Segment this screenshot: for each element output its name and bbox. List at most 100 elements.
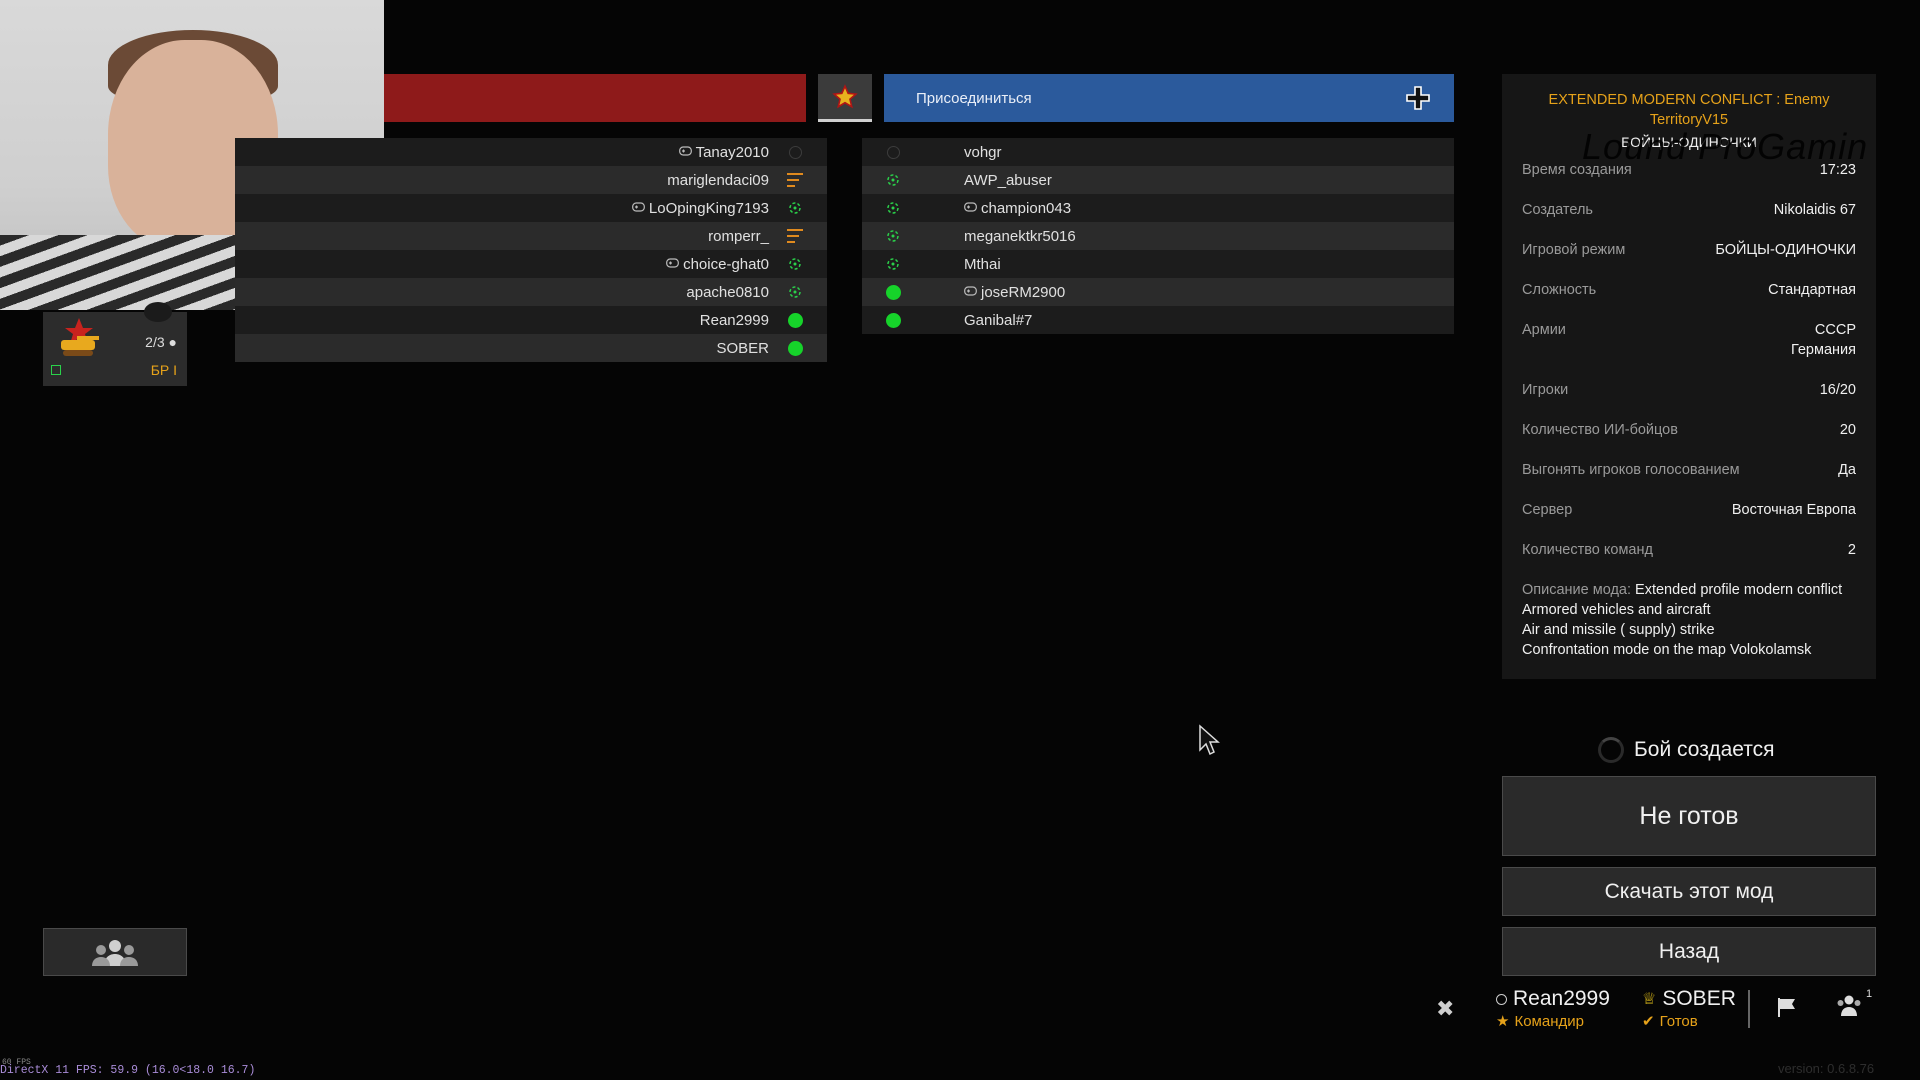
player-row[interactable]: Ganibal#7 xyxy=(862,306,1454,334)
gamepad-badge xyxy=(144,302,172,322)
player-name: Ganibal#7 xyxy=(964,311,1033,329)
info-value: Восточная Европа xyxy=(1731,502,1856,518)
ready-dot-icon xyxy=(787,312,803,328)
crosshair-icon xyxy=(787,284,803,300)
player-rank-card[interactable]: 2/3 ● БР I xyxy=(43,302,187,386)
close-icon[interactable]: ✖ xyxy=(1436,996,1455,1021)
info-key: Количество команд xyxy=(1522,542,1653,558)
player-name: Rean2999 xyxy=(699,311,769,329)
player-name: apache0810 xyxy=(686,283,769,301)
player-name-cell: champion043 xyxy=(964,200,1071,217)
squad-icon xyxy=(92,940,138,966)
crosshair-icon xyxy=(885,228,901,244)
info-value: 20 xyxy=(1839,422,1856,438)
player-name: Mthai xyxy=(964,255,1001,273)
info-row: Количество ИИ-бойцов 20 xyxy=(1522,420,1856,440)
player-row[interactable]: SOBER xyxy=(235,334,827,362)
player-name: choice-ghat0 xyxy=(683,255,769,273)
session-info-panel: EXTENDED MODERN CONFLICT : Enemy Territo… xyxy=(1502,74,1876,679)
player-row[interactable]: mariglendaci09 xyxy=(235,166,827,194)
player-row[interactable]: vohgr xyxy=(862,138,1454,166)
squad-member[interactable]: ♕ SOBER ✔ Готов xyxy=(1642,987,1736,1030)
person-icon: ● xyxy=(168,334,177,350)
player-row[interactable]: joseRM2900 xyxy=(862,278,1454,306)
info-row: Создатель Nikolaidis 67 xyxy=(1522,200,1856,220)
star-button[interactable] xyxy=(818,74,872,122)
player-row[interactable]: AWP_abuser xyxy=(862,166,1454,194)
gamepad-icon xyxy=(666,257,679,271)
player-row[interactable]: Tanay2010 xyxy=(235,138,827,166)
info-key: Сложность xyxy=(1522,282,1597,298)
mod-title: EXTENDED MODERN CONFLICT : Enemy Territo… xyxy=(1548,92,1830,128)
member-role: Командир xyxy=(1514,1012,1584,1030)
player-name-cell: Ganibal#7 xyxy=(964,312,1032,329)
member-role: Готов xyxy=(1659,1012,1698,1030)
player-row[interactable]: apache0810 xyxy=(235,278,827,306)
player-name: AWP_abuser xyxy=(964,171,1052,189)
description-key: Описание мода: xyxy=(1522,582,1632,598)
info-key: Сервер xyxy=(1522,502,1573,518)
player-name: meganektkr5016 xyxy=(964,227,1076,245)
info-row: Игроки 16/20 xyxy=(1522,380,1856,400)
info-row: Сервер Восточная Европа xyxy=(1522,500,1856,520)
offline-circle-icon xyxy=(1496,993,1507,1005)
player-row[interactable]: meganektkr5016 xyxy=(862,222,1454,250)
mod-description: Описание мода: Extended profile modern c… xyxy=(1522,580,1856,660)
loading-bars-icon xyxy=(787,172,803,188)
info-row: Время создания 17:23 xyxy=(1522,160,1856,180)
player-name-cell: vohgr xyxy=(964,144,1002,161)
mouse-cursor-icon xyxy=(1199,724,1220,756)
player-row[interactable]: romperr_ xyxy=(235,222,827,250)
team-red-header xyxy=(384,74,806,122)
player-name-cell: Rean2999 xyxy=(700,312,769,329)
info-key: Выгонять игроков голосованием xyxy=(1522,462,1740,478)
tank-rank-icon xyxy=(61,318,99,356)
join-team-button[interactable]: Присоединиться xyxy=(884,74,1454,122)
ready-dot-icon xyxy=(885,312,901,328)
version-label: version: 0.6.8.76 xyxy=(1778,1061,1875,1076)
creating-label: Бой создается xyxy=(1634,738,1775,761)
info-row: Количество команд 2 xyxy=(1522,540,1856,560)
player-row[interactable]: LoOpingKing7193 xyxy=(235,194,827,222)
player-row[interactable]: champion043 xyxy=(862,194,1454,222)
info-value: БОЙЦЫ-ОДИНОЧКИ xyxy=(1715,242,1856,258)
player-row[interactable]: Rean2999 xyxy=(235,306,827,334)
player-name-cell: mariglendaci09 xyxy=(667,172,769,189)
player-row[interactable]: Mthai xyxy=(862,250,1454,278)
squad-member[interactable]: Rean2999 ★ Командир xyxy=(1496,987,1610,1030)
divider xyxy=(1748,990,1750,1028)
left-team-list: Tanay2010 mariglendaci09 LoOpingKing7193 ro… xyxy=(235,138,827,362)
player-row[interactable]: choice-ghat0 xyxy=(235,250,827,278)
not-ready-button[interactable]: Не готов xyxy=(1502,776,1876,856)
download-mod-button[interactable]: Скачать этот мод xyxy=(1502,867,1876,916)
info-key: Время создания xyxy=(1522,162,1632,178)
star-icon: ★ xyxy=(1496,1013,1510,1030)
info-value: 2 xyxy=(1847,542,1856,558)
info-key: Количество ИИ-бойцов xyxy=(1522,422,1678,438)
battle-creating-status: Бой создается xyxy=(1598,736,1798,764)
player-name-cell: SOBER xyxy=(716,340,769,357)
description-line-3: Confrontation mode on the map Volokolams… xyxy=(1522,642,1812,658)
squad-button[interactable] xyxy=(43,928,187,976)
ready-dot-icon xyxy=(787,340,803,356)
crosshair-icon xyxy=(885,200,901,216)
friends-button[interactable] xyxy=(1836,994,1862,1021)
back-button[interactable]: Назад xyxy=(1502,927,1876,976)
info-key: Игровой режим xyxy=(1522,242,1626,258)
friends-icon xyxy=(1837,995,1861,1016)
player-name: champion043 xyxy=(981,199,1072,217)
fps-counter: DirectX 11 FPS: 59.9 (16.0<18.0 16.7) xyxy=(0,1064,256,1077)
not-ready-circle-icon xyxy=(787,144,803,160)
info-row: Выгонять игроков голосованием Да xyxy=(1522,460,1856,480)
info-value: 16/20 xyxy=(1819,382,1856,398)
mode-subtitle: БОЙЦЫ-ОДИНОЧКИ xyxy=(1621,134,1757,150)
fps-top-label: 60 FPS xyxy=(2,1058,31,1067)
player-name-cell: meganektkr5016 xyxy=(964,228,1076,245)
player-name-cell: Tanay2010 xyxy=(678,143,769,161)
player-name: Tanay2010 xyxy=(695,143,769,161)
flag-button[interactable] xyxy=(1776,996,1798,1023)
players-count: 2/3 ● xyxy=(145,334,177,350)
crown-icon: ♕ xyxy=(1642,991,1657,1008)
member-name: SOBER xyxy=(1662,987,1736,1010)
crosshair-icon xyxy=(885,256,901,272)
